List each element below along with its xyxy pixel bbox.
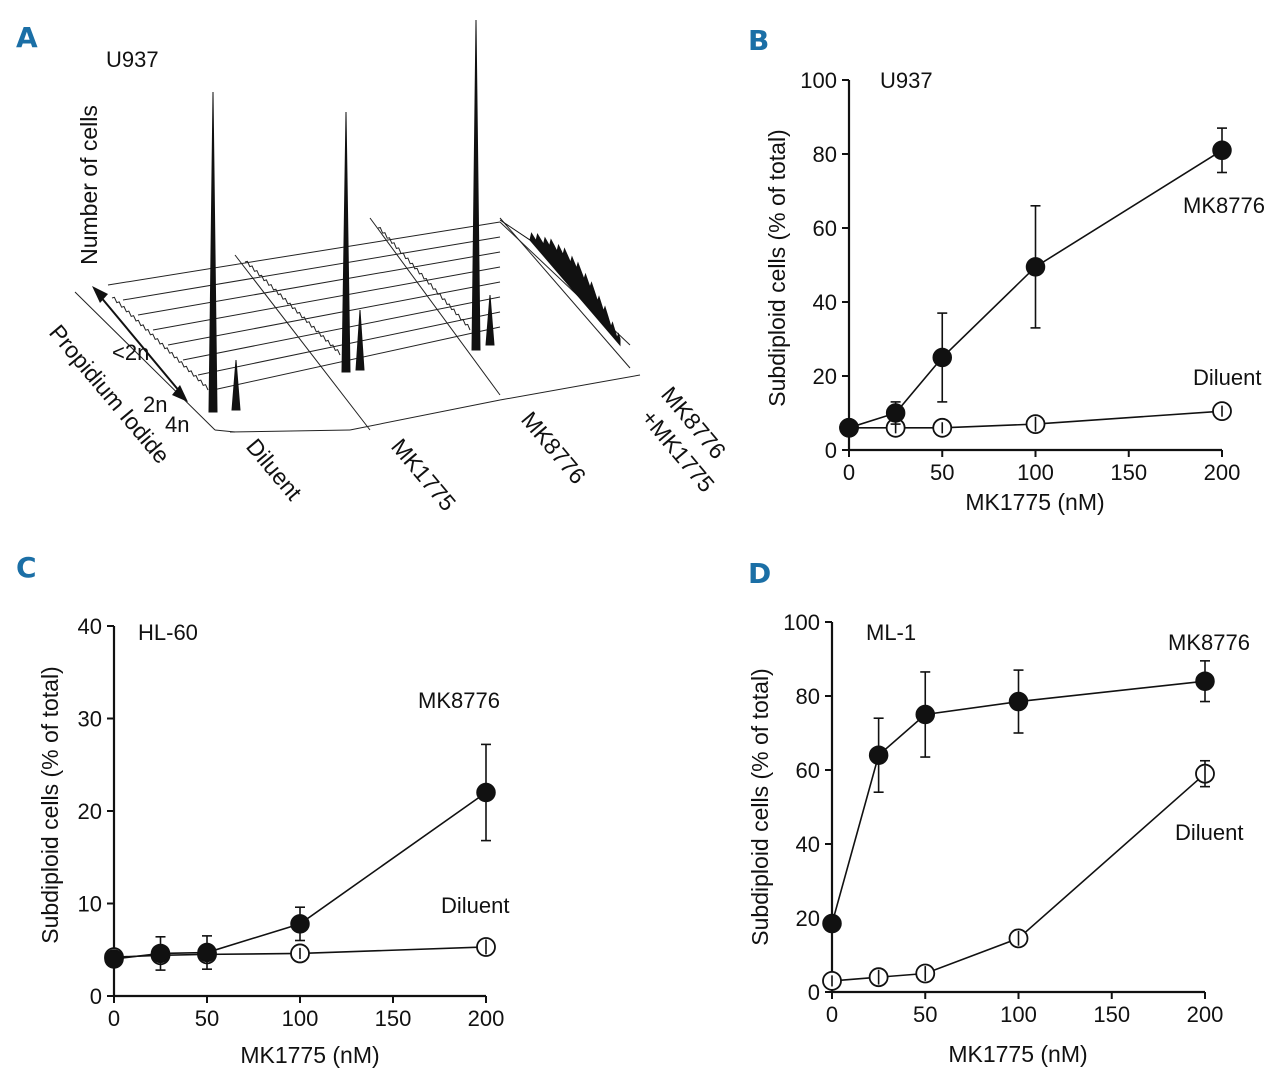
panel-b-series-label-mk8776: MK8776 [1183, 193, 1265, 218]
panel-b-ytick-label: 20 [813, 364, 837, 389]
depth-line [123, 237, 500, 300]
ploidy-label-sub2n: <2n [112, 340, 149, 365]
panel-b-series-label-diluent: Diluent [1193, 365, 1261, 390]
panel-d-ylabel: Subdiploid cells (% of total) [747, 668, 773, 945]
panel-c-ytick-label: 40 [78, 614, 102, 639]
panel-label-a: A [16, 21, 38, 54]
panel-d-xtick-label: 50 [913, 1002, 937, 1027]
panel-c-mk8776-point [291, 915, 309, 933]
panel-d-chart: ML-1 MK1775 (nM) Subdiploid cells (% of … [747, 610, 1250, 1067]
panel-c-xtick-label: 200 [468, 1006, 505, 1031]
front-edge-2 [500, 375, 640, 400]
panel-d-mk8776-point [823, 915, 841, 933]
panel-c-series-label-mk8776: MK8776 [418, 688, 500, 713]
panel-b-mk8776-point [887, 404, 905, 422]
panel-a-histograms [112, 20, 620, 412]
panel-b-mk8776-point [1213, 141, 1231, 159]
ploidy-label-2n: 2n [143, 392, 167, 417]
panel-label-d: D [748, 557, 771, 590]
panel-b-ytick-label: 0 [825, 438, 837, 463]
panel-d-ytick-label: 80 [796, 684, 820, 709]
panel-c-mk8776-point [477, 784, 495, 802]
panel-c-ytick-label: 20 [78, 799, 102, 824]
panel-b-mk8776-point [933, 349, 951, 367]
panel-c-xtick-label: 0 [108, 1006, 120, 1031]
panel-d-xtick-label: 0 [826, 1002, 838, 1027]
front-edge [350, 400, 500, 430]
peak-mk1775 [342, 112, 350, 372]
treatment-label-mk1775: MK1775 [386, 434, 461, 516]
panel-d-xtick-label: 100 [1000, 1002, 1037, 1027]
panel-c-mk8776-point [152, 944, 170, 962]
panel-c-ylabel: Subdiploid cells (% of total) [37, 666, 63, 943]
panel-b-ytick-label: 80 [813, 142, 837, 167]
shoulder-mk8776 [486, 295, 494, 345]
panel-b-ytick-label: 60 [813, 216, 837, 241]
panel-c-chart: HL-60 MK1775 (nM) Subdiploid cells (% of… [37, 614, 509, 1068]
panel-b-xtick-label: 200 [1204, 460, 1241, 485]
panel-b-mk8776-point [1027, 258, 1045, 276]
panel-d-xtick-label: 150 [1093, 1002, 1130, 1027]
depth-line [183, 297, 500, 360]
depth-line [168, 282, 500, 345]
panel-d-ytick-label: 100 [783, 610, 820, 635]
peak-mk8776 [472, 20, 480, 350]
panel-c-xtick-label: 50 [195, 1006, 219, 1031]
panel-d-diluent-line [832, 774, 1205, 981]
panel-b-xtick-label: 0 [843, 460, 855, 485]
panel-d-mk8776-point [1010, 693, 1028, 711]
panel-c-xtick-label: 100 [282, 1006, 319, 1031]
peak-diluent [209, 92, 217, 412]
panel-label-c: C [16, 551, 37, 584]
panel-b-ylabel: Subdiploid cells (% of total) [764, 129, 790, 406]
panel-b-xlabel: MK1775 (nM) [965, 489, 1104, 515]
depth-line [108, 222, 500, 285]
panel-d-ytick-label: 0 [808, 980, 820, 1005]
panel-d-mk8776-point [870, 746, 888, 764]
panel-d-ytick-label: 60 [796, 758, 820, 783]
trace-mk1775 [245, 261, 340, 355]
shoulder-mk1775 [356, 310, 364, 370]
panel-c-ytick-label: 30 [78, 707, 102, 732]
panel-c-mk8776-point [105, 950, 123, 968]
depth-line [138, 252, 500, 315]
panel-a-ylabel: Number of cells [76, 105, 102, 265]
panel-d-ytick-label: 40 [796, 832, 820, 857]
depth-line [153, 267, 500, 330]
panel-d-series-label-diluent: Diluent [1175, 820, 1243, 845]
panel-c-ytick-label: 10 [78, 892, 102, 917]
trace-mk8776 [378, 228, 470, 330]
panel-d-xtick-label: 200 [1187, 1002, 1224, 1027]
panel-b-ytick-label: 40 [813, 290, 837, 315]
figure: A U937 Number of cells Propidium Iodide … [0, 0, 1280, 1082]
panel-d-mk8776-point [1196, 672, 1214, 690]
treatment-label-diluent: Diluent [241, 434, 307, 506]
ploidy-label-4n: 4n [165, 412, 189, 437]
panel-b-ytick-label: 100 [800, 68, 837, 93]
panel-c-ytick-label: 0 [90, 984, 102, 1009]
panel-b-xtick-label: 100 [1017, 460, 1054, 485]
panel-b-chart: U937 MK1775 (nM) Subdiploid cells (% of … [764, 68, 1265, 515]
panel-c-series-label-diluent: Diluent [441, 893, 509, 918]
panel-d-series-label-mk8776: MK8776 [1168, 630, 1250, 655]
panel-c-xtick-label: 150 [375, 1006, 412, 1031]
panel-a-histogram: U937 Number of cells Propidium Iodide <2… [44, 20, 731, 516]
panel-a-cell-line: U937 [106, 47, 159, 72]
panel-b-xtick-label: 150 [1110, 460, 1147, 485]
front-edge-3 [230, 430, 350, 432]
panel-c-mk8776-point [198, 944, 216, 962]
panel-label-b: B [748, 24, 769, 57]
panel-c-cell-line: HL-60 [138, 620, 198, 645]
panel-d-mk8776-point [916, 706, 934, 724]
treatment-label-mk8776: MK8776 [516, 407, 591, 489]
row-baseline-1 [370, 218, 500, 395]
panel-b-mk8776-point [840, 419, 858, 437]
panel-c-xlabel: MK1775 (nM) [240, 1042, 379, 1068]
panel-b-cell-line: U937 [880, 68, 933, 93]
panel-d-xlabel: MK1775 (nM) [948, 1041, 1087, 1067]
panel-d-ytick-label: 20 [796, 906, 820, 931]
panel-d-cell-line: ML-1 [866, 620, 916, 645]
panel-b-xtick-label: 50 [930, 460, 954, 485]
